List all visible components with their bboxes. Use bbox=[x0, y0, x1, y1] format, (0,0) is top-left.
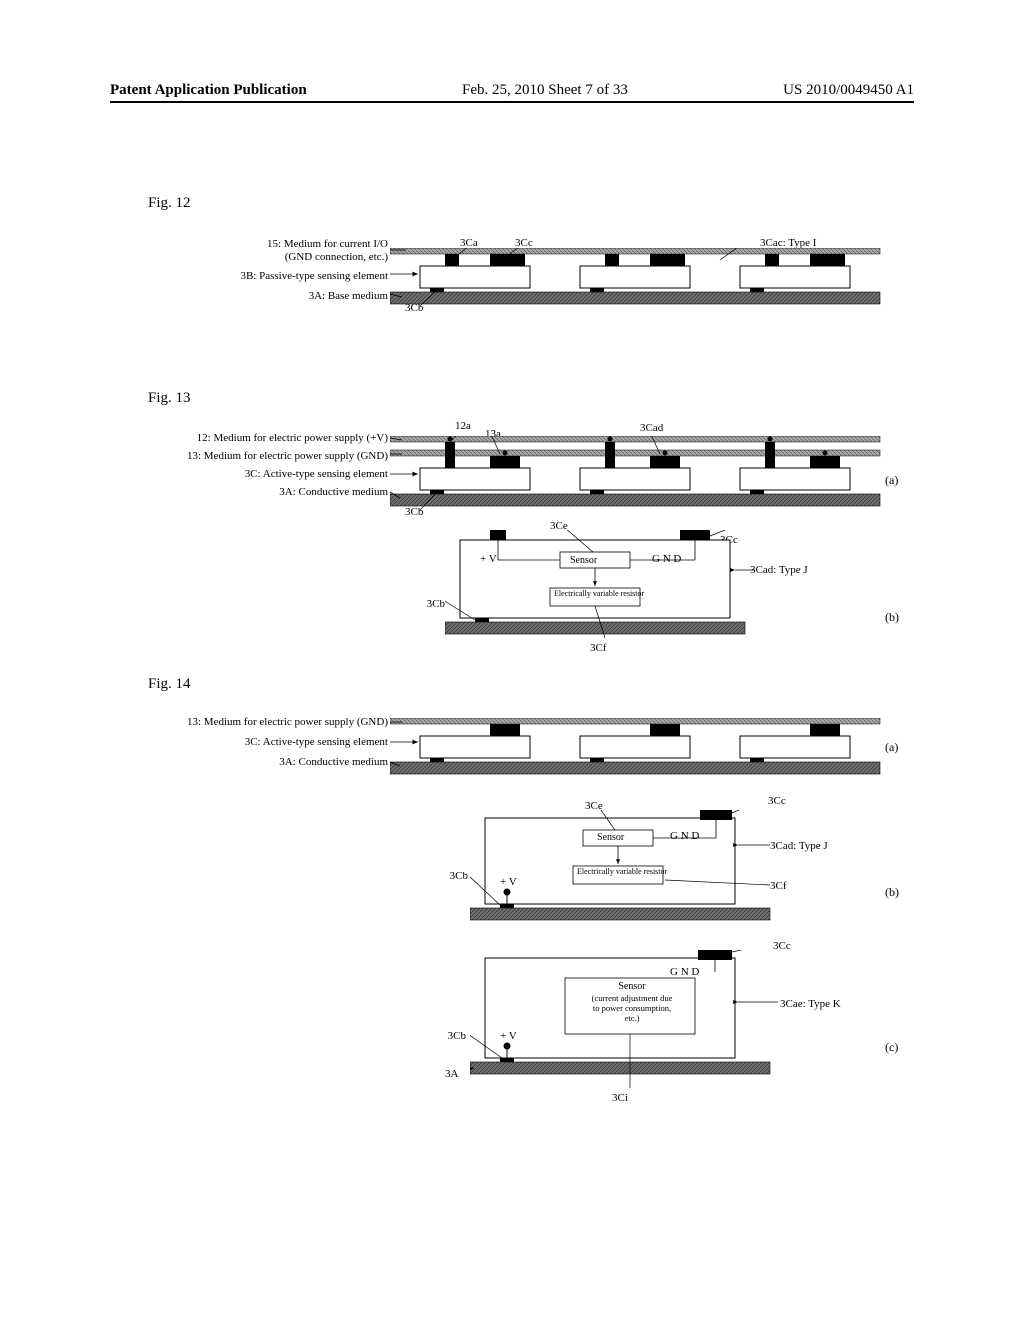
fig13-ref-12a: 12a bbox=[455, 420, 471, 432]
fig14-title: Fig. 14 bbox=[148, 676, 191, 693]
fig12-title: Fig. 12 bbox=[148, 195, 191, 212]
fig14c-gnd: G N D bbox=[670, 966, 699, 978]
fig14b-plusV: + V bbox=[500, 876, 517, 888]
fig14-label-3C: 3C: Active-type sensing element bbox=[100, 736, 388, 748]
fig14b-diagram bbox=[470, 810, 890, 930]
fig14b-sensor: Sensor bbox=[597, 832, 624, 843]
fig12-label-3B: 3B: Passive-type sensing element bbox=[170, 270, 388, 282]
fig14c-sensor-c: to power consumption, bbox=[570, 1003, 694, 1013]
fig13-label-3C: 3C: Active-type sensing element bbox=[100, 468, 388, 480]
fig13a-diagram bbox=[390, 436, 890, 514]
fig13b-diagram bbox=[445, 530, 865, 645]
header-right: US 2010/0049450 A1 bbox=[783, 82, 914, 99]
fig14-label-13: 13: Medium for electric power supply (GN… bbox=[100, 716, 388, 728]
fig13b-plusV: + V bbox=[480, 553, 497, 565]
fig14c-sensor-d: etc.) bbox=[570, 1013, 694, 1023]
fig14c-ref-3A: 3A bbox=[445, 1068, 458, 1080]
header-left: Patent Application Publication bbox=[110, 82, 307, 99]
fig14-arrows bbox=[388, 714, 448, 774]
fig12-diagram bbox=[390, 248, 890, 310]
fig14c-sensor-b: (current adjustment due bbox=[570, 993, 694, 1003]
fig13-sub-b: (b) bbox=[885, 610, 899, 625]
fig13b-sensor: Sensor bbox=[570, 555, 597, 566]
fig12-arrows bbox=[388, 242, 448, 302]
page-header: Patent Application Publication Feb. 25, … bbox=[110, 82, 914, 103]
fig14b-gnd: G N D bbox=[670, 830, 699, 842]
fig12-label-15b: (GND connection, etc.) bbox=[170, 251, 388, 263]
fig14-label-3A: 3A: Conductive medium bbox=[100, 756, 388, 768]
fig12-label-3A: 3A: Base medium bbox=[170, 290, 388, 302]
fig14c-plusV: + V bbox=[500, 1030, 517, 1042]
fig14-ref-3Cb: 3Cb bbox=[438, 870, 468, 882]
header-mid: Feb. 25, 2010 Sheet 7 of 33 bbox=[462, 82, 628, 99]
fig13-label-3A: 3A: Conductive medium bbox=[100, 486, 388, 498]
fig13-title: Fig. 13 bbox=[148, 390, 191, 407]
fig13b-gnd: G N D bbox=[652, 553, 681, 565]
fig12-label-15: 15: Medium for current I/O bbox=[170, 238, 388, 250]
fig13-label-12: 12: Medium for electric power supply (+V… bbox=[100, 432, 388, 444]
fig14c-sensor-a: Sensor bbox=[570, 981, 694, 992]
fig14b-evr: Electrically variable resistor bbox=[577, 868, 665, 876]
fig14a-diagram bbox=[390, 718, 890, 780]
fig13-ref-3Cb2: 3Cb bbox=[415, 598, 445, 610]
fig13-arrows bbox=[388, 430, 448, 510]
fig14-ref-3Cc: 3Cc bbox=[768, 795, 786, 807]
fig14c-ref-3Cb: 3Cb bbox=[436, 1030, 466, 1042]
fig13-label-13: 13: Medium for electric power supply (GN… bbox=[100, 450, 388, 462]
fig14c-ref-3Ci: 3Ci bbox=[612, 1092, 628, 1104]
fig13-ref-3Cad-top: 3Cad bbox=[640, 422, 663, 434]
fig13b-evr: Electrically variable resistor bbox=[554, 590, 642, 598]
